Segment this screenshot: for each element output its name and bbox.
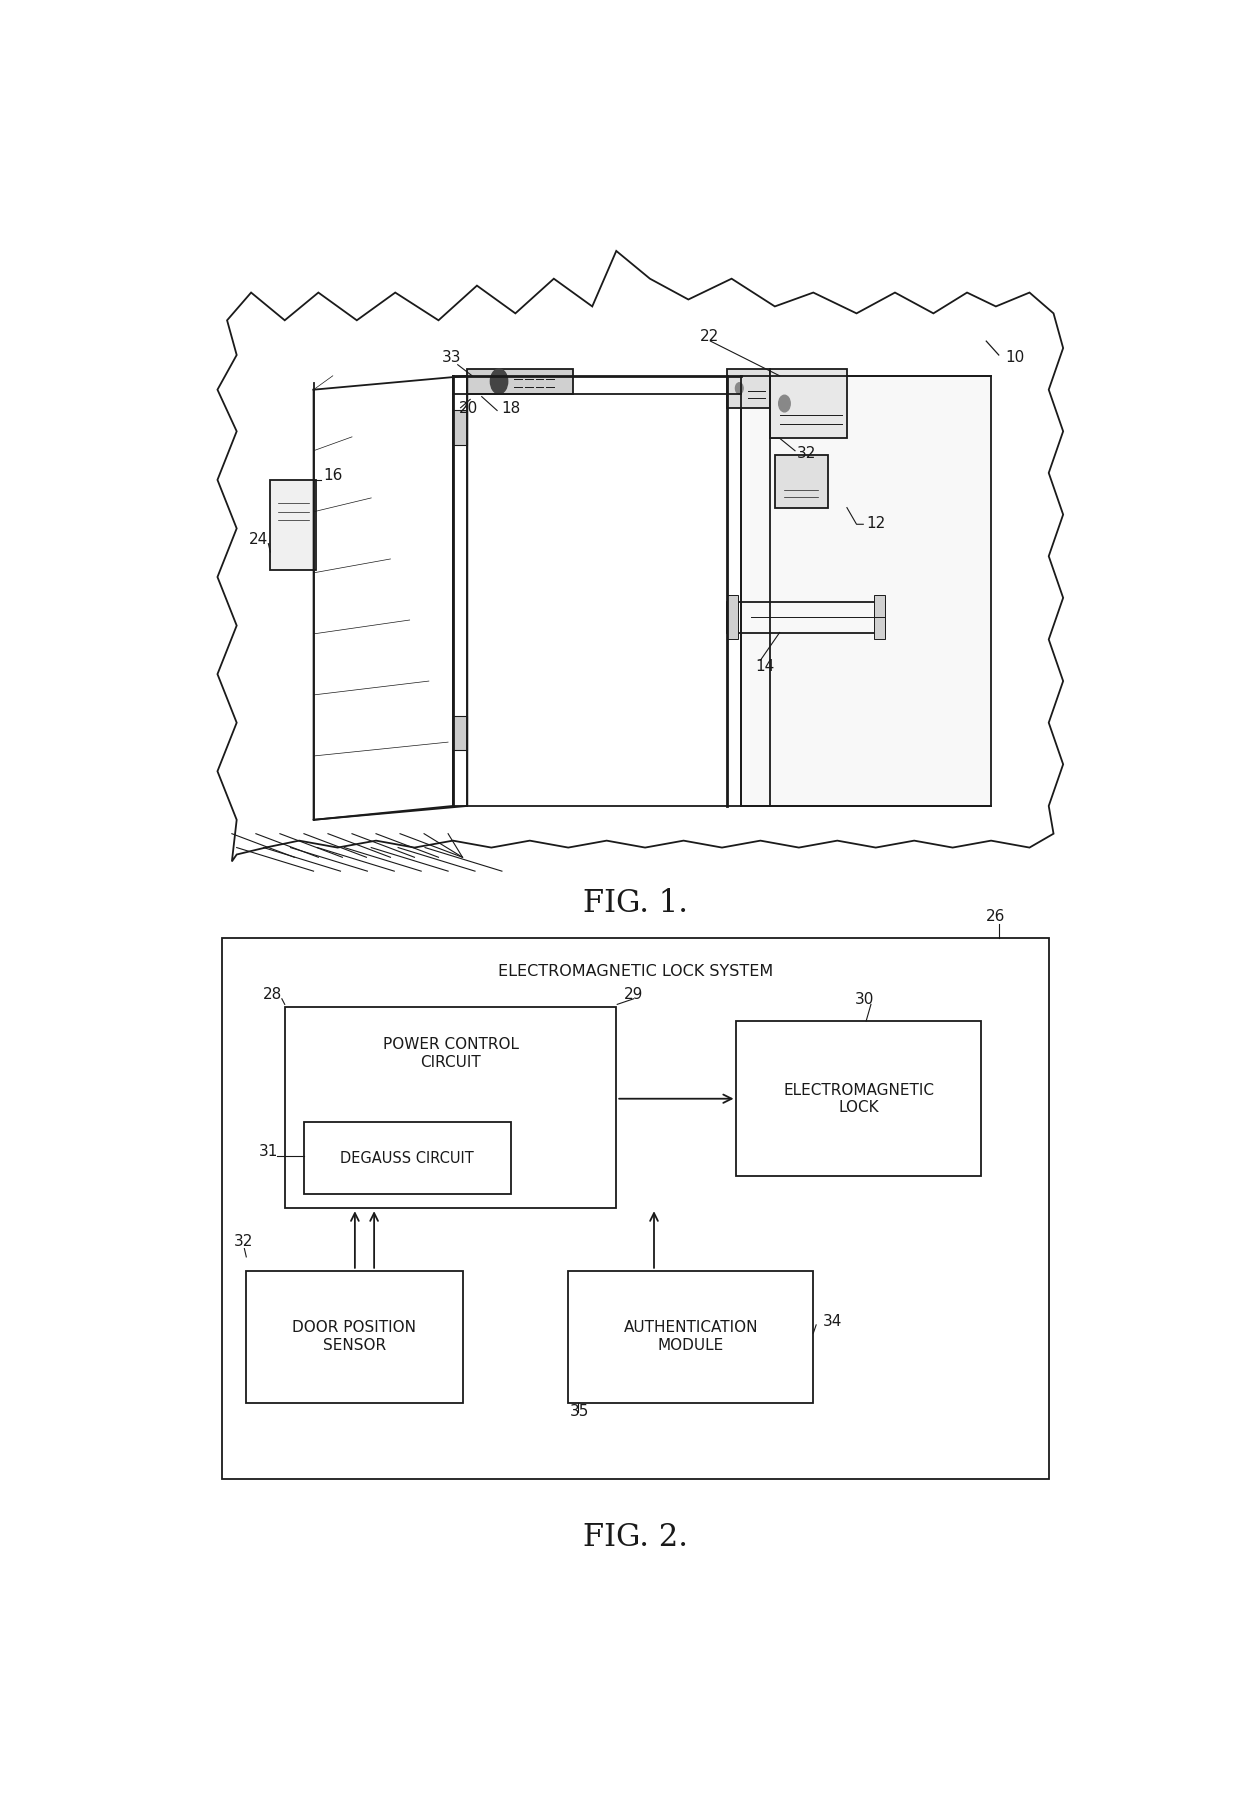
Text: 26: 26 bbox=[986, 910, 1006, 924]
Text: 10: 10 bbox=[1006, 350, 1024, 366]
Text: 22: 22 bbox=[699, 330, 719, 344]
Text: 24: 24 bbox=[249, 532, 268, 546]
Circle shape bbox=[779, 395, 790, 413]
Bar bbox=[304, 1123, 511, 1195]
Bar bbox=[247, 1270, 463, 1402]
Text: 34: 34 bbox=[823, 1314, 842, 1330]
Text: 31: 31 bbox=[259, 1144, 278, 1159]
Text: 14: 14 bbox=[755, 660, 775, 674]
Text: FIG. 1.: FIG. 1. bbox=[583, 888, 688, 919]
Text: 16: 16 bbox=[324, 469, 342, 483]
Text: ELECTROMAGNETIC LOCK SYSTEM: ELECTROMAGNETIC LOCK SYSTEM bbox=[498, 964, 773, 978]
Text: 33: 33 bbox=[441, 350, 461, 366]
Text: 28: 28 bbox=[263, 987, 281, 1002]
Text: 29: 29 bbox=[624, 987, 644, 1002]
Text: 30: 30 bbox=[854, 993, 874, 1007]
Text: 35: 35 bbox=[570, 1404, 589, 1420]
Text: ELECTROMAGNETIC
LOCK: ELECTROMAGNETIC LOCK bbox=[784, 1083, 935, 1115]
Bar bbox=[453, 715, 467, 750]
Text: DEGAUSS CIRCUIT: DEGAUSS CIRCUIT bbox=[341, 1151, 474, 1166]
Bar bbox=[285, 1007, 616, 1209]
Bar bbox=[775, 454, 828, 508]
Bar bbox=[222, 937, 1049, 1479]
Bar bbox=[874, 595, 885, 640]
Bar bbox=[742, 377, 991, 805]
Circle shape bbox=[735, 382, 743, 395]
Bar bbox=[467, 369, 573, 395]
Text: AUTHENTICATION
MODULE: AUTHENTICATION MODULE bbox=[624, 1321, 758, 1353]
Bar bbox=[737, 1022, 982, 1177]
Text: 18: 18 bbox=[501, 402, 521, 416]
Bar bbox=[727, 602, 885, 633]
Bar bbox=[568, 1270, 813, 1402]
Bar bbox=[453, 411, 467, 445]
Text: DOOR POSITION
SENSOR: DOOR POSITION SENSOR bbox=[293, 1321, 417, 1353]
Text: 32: 32 bbox=[234, 1234, 253, 1249]
Bar bbox=[727, 595, 738, 640]
Bar bbox=[770, 369, 847, 438]
Text: 32: 32 bbox=[797, 445, 816, 461]
Text: 12: 12 bbox=[866, 517, 885, 532]
Bar bbox=[270, 479, 316, 569]
Bar bbox=[727, 369, 770, 407]
Text: POWER CONTROL
CIRCUIT: POWER CONTROL CIRCUIT bbox=[382, 1038, 518, 1070]
Circle shape bbox=[490, 369, 507, 395]
Text: FIG. 2.: FIG. 2. bbox=[583, 1521, 688, 1553]
Text: 20: 20 bbox=[459, 402, 477, 416]
